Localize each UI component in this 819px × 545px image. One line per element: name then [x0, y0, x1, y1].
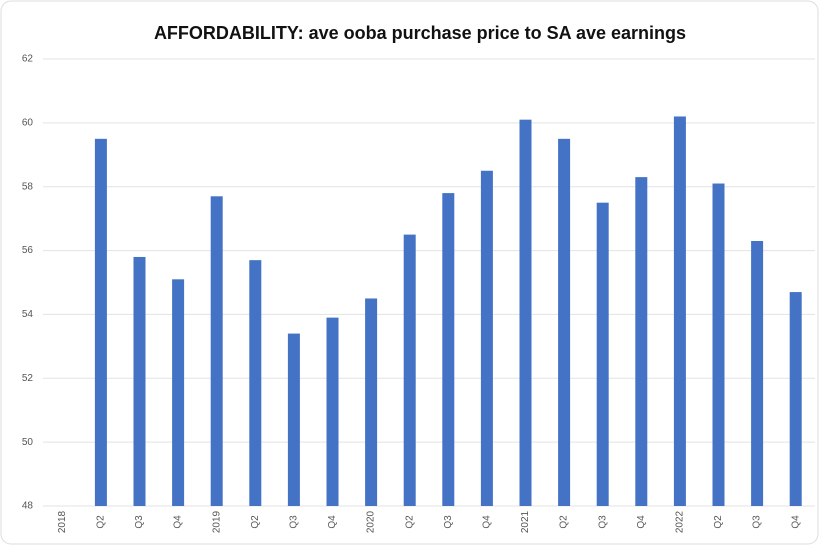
bar	[751, 240, 764, 506]
x-tick-label: Q3	[134, 515, 145, 529]
x-tick-label: 2020	[366, 510, 377, 533]
x-tick-label: Q2	[559, 515, 570, 529]
bar	[673, 116, 686, 506]
x-tick-label: Q3	[289, 515, 300, 529]
y-tick-label: 50	[22, 437, 34, 448]
y-tick-label: 52	[22, 373, 34, 384]
y-tick-label: 60	[22, 117, 34, 128]
x-tick-label: Q4	[173, 515, 184, 529]
x-tick-label: 2021	[520, 510, 531, 533]
y-tick-label: 48	[22, 501, 34, 512]
x-tick-label: Q4	[790, 515, 801, 529]
bar	[172, 279, 185, 506]
x-tick-label: 2018	[57, 510, 68, 533]
bar	[249, 260, 262, 506]
x-tick-label: Q3	[752, 515, 763, 529]
bar	[789, 292, 802, 506]
bar	[94, 138, 107, 507]
bar	[442, 193, 455, 506]
x-tick-label: Q2	[250, 515, 261, 529]
x-tick-label: 2019	[211, 510, 222, 533]
chart-title: AFFORDABILITY: ave ooba purchase price t…	[154, 23, 686, 43]
x-tick-label: Q2	[404, 515, 415, 529]
x-tick-label: Q4	[636, 515, 647, 529]
bar	[326, 317, 339, 506]
x-tick-label: Q3	[443, 515, 454, 529]
bar	[635, 177, 648, 506]
bar	[712, 183, 725, 506]
y-tick-label: 62	[22, 54, 34, 65]
bar	[558, 138, 571, 507]
bar	[133, 256, 146, 506]
y-tick-label: 58	[22, 181, 34, 192]
y-tick-label: 56	[22, 245, 34, 256]
x-tick-label: Q4	[327, 515, 338, 529]
bar	[287, 333, 300, 506]
y-tick-label: 54	[22, 309, 34, 320]
bar	[365, 298, 378, 506]
bar	[480, 170, 493, 506]
x-tick-label: Q2	[713, 515, 724, 529]
x-tick-label: Q2	[96, 515, 107, 529]
bar	[210, 196, 223, 507]
bar	[403, 234, 416, 506]
x-tick-label: Q3	[597, 515, 608, 529]
x-tick-label: Q4	[482, 515, 493, 529]
x-tick-label: 2022	[675, 510, 686, 533]
bar	[596, 202, 609, 506]
bar	[519, 119, 532, 507]
